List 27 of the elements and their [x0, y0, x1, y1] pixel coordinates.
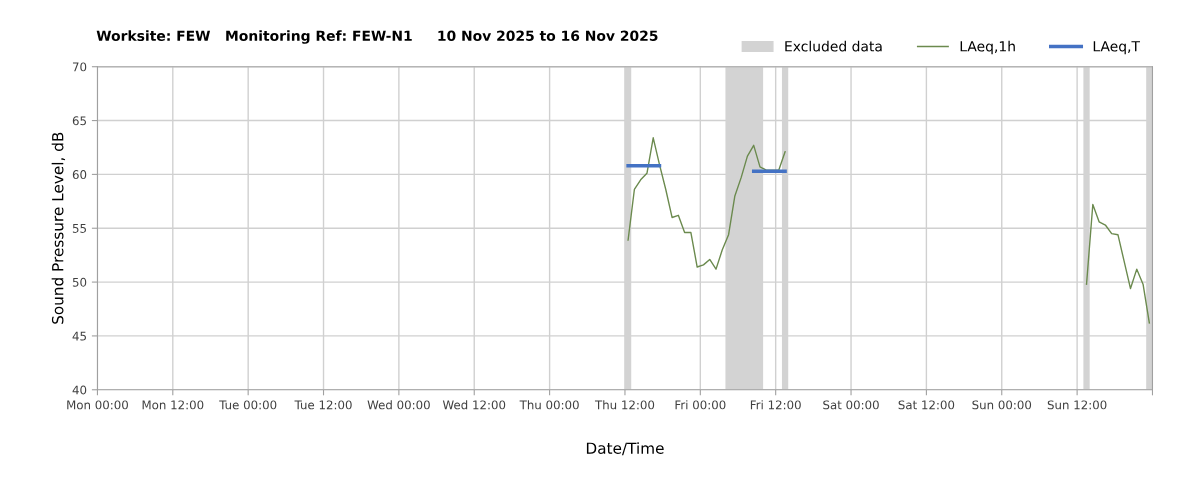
x-tick-label: Sun 00:00 [972, 400, 1032, 410]
y-tick-label: 50 [72, 277, 87, 287]
legend-label: Excluded data [785, 40, 882, 52]
y-tick-label: 40 [72, 385, 87, 395]
y-tick-label: 55 [72, 224, 86, 233]
legend-label: LAeq,T [1093, 41, 1141, 55]
legend-label: LAeq,1h [960, 40, 1015, 55]
x-tick-label: Fri 12:00 [750, 400, 801, 410]
x-tick-label: Thu 12:00 [594, 400, 655, 410]
x-tick-label: Wed 12:00 [442, 400, 506, 410]
x-tick-label: Tue 12:00 [294, 400, 352, 410]
x-tick-label: Sat 00:00 [823, 400, 879, 410]
x-tick-label: Sat 12:00 [898, 400, 955, 410]
y-tick-label: 70 [72, 62, 87, 72]
x-tick-label: Mon 00:00 [67, 400, 128, 410]
y-tick-label: 45 [72, 331, 86, 341]
x-tick-label: Thu 00:00 [519, 400, 579, 410]
chart-title: Worksite: FEW Monitoring Ref: FEW-N1 10 Nov 2025 to 16 Nov 2025 [96, 30, 658, 44]
y-axis-title: Sound Pressure Level, dB [51, 132, 66, 324]
x-tick-label: Sun 12:00 [1047, 400, 1107, 410]
y-tick-label: 65 [72, 116, 86, 126]
x-tick-label: Tue 00:00 [219, 400, 277, 410]
x-tick-label: Mon 12:00 [142, 400, 204, 410]
x-tick-label: Wed 00:00 [367, 400, 430, 410]
x-axis-title: Date/Time [586, 442, 664, 456]
x-tick-label: Fri 00:00 [675, 400, 726, 410]
y-tick-label: 60 [72, 170, 87, 180]
